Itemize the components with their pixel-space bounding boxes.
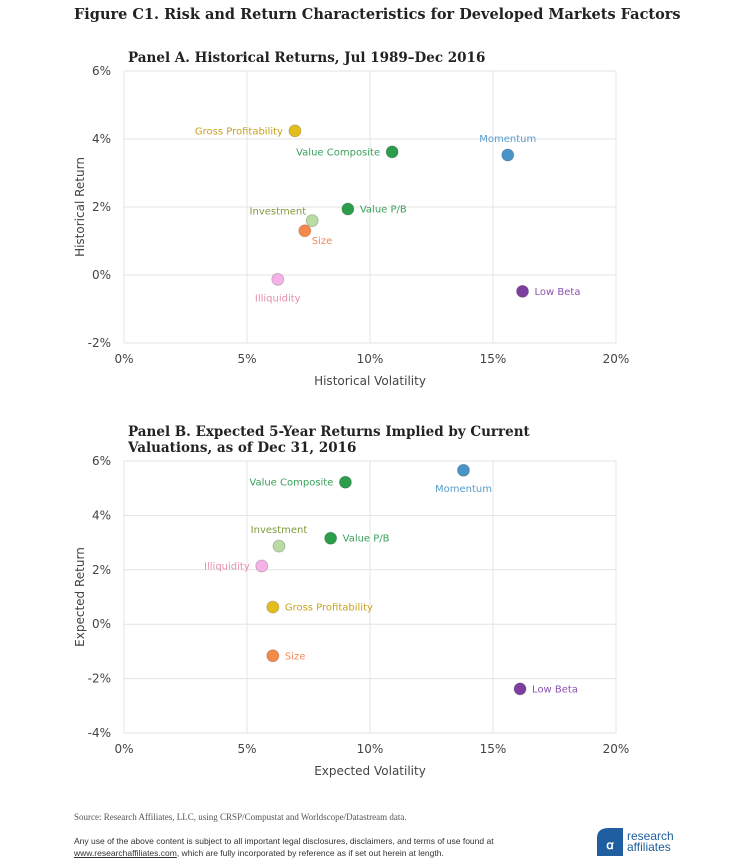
legal-disclaimer: Any use of the above content is subject … [74, 835, 494, 859]
panel-b-point-value-p-b [324, 531, 338, 545]
panel-a-x-axis-label: Historical Volatility [314, 374, 426, 388]
panel-a-point-label: Momentum [479, 134, 536, 145]
panel-a-point-size [298, 224, 312, 238]
panel-a-y-tick-label: 6% [92, 64, 111, 78]
panel-b-point-label: Investment [251, 525, 308, 536]
panel-a-title: Panel A. Historical Returns, Jul 1989–De… [128, 50, 486, 66]
panel-a-point-investment [305, 214, 319, 228]
logo-line2: affiliates [627, 840, 671, 854]
panel-b-point-label: Size [285, 651, 306, 662]
panel-a-point-label: Low Beta [535, 287, 581, 298]
panel-b-point-low-beta [513, 682, 527, 696]
panel-a-point-label: Size [312, 236, 333, 247]
panel-a-point-value-composite [385, 145, 399, 159]
panel-a-point-value-p-b [341, 202, 355, 216]
panel-a-point-low-beta [516, 284, 530, 298]
panel-b-point-label: Value P/B [343, 534, 390, 545]
legal-line1: Any use of the above content is subject … [74, 836, 494, 846]
panel-a-x-tick-label: 5% [237, 352, 256, 366]
panel-b-y-tick-label: 4% [92, 508, 111, 522]
panel-a-x-tick-label: 10% [357, 352, 384, 366]
panel-b-x-tick-label: 15% [480, 742, 507, 756]
panel-a-x-tick-label: 0% [114, 352, 133, 366]
panel-a-point-label: Gross Profitability [195, 126, 283, 137]
panel-a-point-gross-profitability [288, 124, 302, 138]
panel-a-point-illiquidity [271, 272, 285, 286]
panel-b-y-axis-label: Expected Return [73, 547, 87, 647]
svg-text:ꭤ: ꭤ [606, 838, 614, 852]
panel-b-point-momentum [456, 463, 470, 477]
panel-a-y-tick-label: 0% [92, 268, 111, 282]
panel-b-y-tick-label: 6% [92, 454, 111, 468]
panel-b-x-tick-label: 20% [603, 742, 630, 756]
panel-b-point-size [266, 649, 280, 663]
panel-b-point-gross-profitability [266, 600, 280, 614]
panel-a-point-label: Illiquidity [255, 293, 301, 304]
logo-mark-icon: ꭤ [597, 828, 623, 856]
website-link[interactable]: www.researchaffiliates.com [74, 848, 177, 858]
panel-b-x-tick-label: 5% [237, 742, 256, 756]
panel-a-point-label: Value Composite [296, 147, 380, 158]
panel-b-point-label: Gross Profitability [285, 603, 373, 614]
panel-a-y-tick-label: -2% [88, 336, 111, 350]
panel-a-point-label: Value P/B [360, 205, 407, 216]
panel-a-y-tick-label: 2% [92, 200, 111, 214]
panel-a-y-tick-label: 4% [92, 132, 111, 146]
panel-b-x-tick-label: 10% [357, 742, 384, 756]
panel-b-title: Panel B. Expected 5-Year Returns Implied… [128, 424, 530, 456]
panel-b-y-tick-label: 2% [92, 563, 111, 577]
panel-a-x-tick-label: 20% [603, 352, 630, 366]
panel-b-point-label: Illiquidity [204, 561, 250, 572]
panel-b-point-label: Low Beta [532, 684, 578, 695]
panel-a-point-label: Investment [250, 207, 307, 218]
panel-b-y-tick-label: 0% [92, 617, 111, 631]
panel-b-point-illiquidity [255, 559, 269, 573]
panel-b-point-investment [272, 539, 286, 553]
panel-a-y-axis-label: Historical Return [73, 157, 87, 257]
logo-line1: research [627, 829, 674, 843]
panel-b-y-tick-label: -4% [88, 726, 111, 740]
panel-b-y-tick-label: -2% [88, 672, 111, 686]
panel-b-x-axis-label: Expected Volatility [314, 764, 426, 778]
panel-b-point-value-composite [338, 475, 352, 489]
panel-b-point-label: Value Composite [249, 478, 333, 489]
research-affiliates-logo: ꭤ research affiliates [597, 828, 674, 856]
source-note: Source: Research Affiliates, LLC, using … [74, 812, 407, 822]
figure-title: Figure C1. Risk and Return Characteristi… [74, 6, 681, 23]
panel-a-point-momentum [501, 148, 515, 162]
legal-line2: , which are fully incorporated by refere… [176, 848, 444, 858]
panel-b-point-label: Momentum [435, 484, 492, 495]
panel-a-x-tick-label: 15% [480, 352, 507, 366]
panel-b-x-tick-label: 0% [114, 742, 133, 756]
